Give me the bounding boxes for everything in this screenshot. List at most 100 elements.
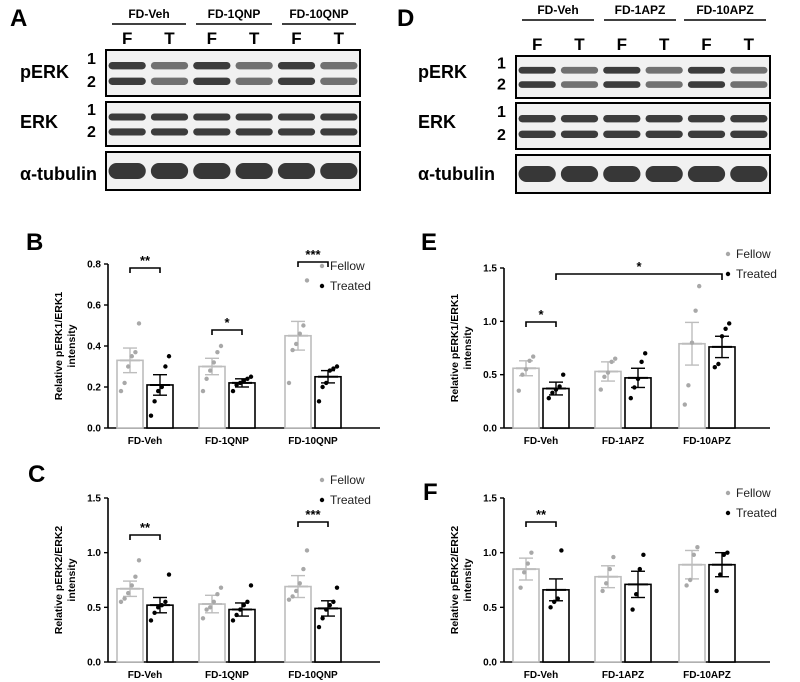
blot-frame	[515, 154, 771, 194]
significance-bracket	[525, 521, 557, 527]
data-point	[523, 367, 529, 372]
data-point	[637, 566, 642, 572]
y-axis-label-line: Relative pERK2/ERK2	[53, 526, 65, 635]
data-point	[695, 545, 700, 550]
legend-label: Treated	[736, 267, 777, 281]
x-tick-label: FD-10APZ	[683, 670, 731, 681]
panel-label-d: D	[397, 5, 414, 32]
data-point	[641, 552, 646, 558]
data-point	[605, 370, 611, 375]
blot-band	[277, 128, 316, 136]
legend-marker	[319, 283, 325, 289]
data-point	[525, 561, 530, 566]
data-point	[304, 278, 310, 283]
data-point	[527, 358, 532, 363]
legend-marker	[319, 477, 325, 483]
blot-band	[560, 166, 599, 182]
panel-label-a: A	[10, 5, 27, 32]
data-point	[234, 382, 239, 388]
x-tick-label: FD-10QNP	[288, 436, 338, 447]
data-point	[136, 321, 142, 326]
blot-frame	[105, 49, 361, 97]
legend-marker	[725, 510, 731, 516]
lane-label: T	[744, 35, 755, 54]
data-point	[297, 581, 302, 586]
data-point	[129, 354, 134, 359]
data-point	[122, 380, 127, 386]
blot-band	[730, 130, 768, 138]
x-tick-label: FD-1APZ	[602, 670, 644, 681]
data-point	[156, 605, 161, 610]
bar-treated	[708, 563, 736, 663]
blot-band	[193, 163, 231, 179]
legend-label: Fellow	[736, 247, 771, 261]
data-point	[316, 399, 322, 404]
blot-band-number: 1	[497, 56, 506, 73]
data-point	[331, 599, 336, 605]
blot-row-label: ERK	[418, 112, 456, 132]
panel-label-b: B	[26, 229, 43, 256]
bar-treated	[146, 604, 174, 663]
data-point	[200, 388, 206, 394]
x-tick-label: FD-10APZ	[683, 436, 731, 447]
data-point	[559, 548, 564, 553]
blot-band	[235, 113, 273, 121]
data-point	[211, 360, 216, 365]
data-point	[727, 321, 732, 326]
panel-label-c: C	[28, 461, 45, 488]
y-tick-label: 1.5	[483, 264, 497, 275]
data-point	[697, 283, 702, 289]
blot-band	[518, 66, 556, 74]
y-tick-label: 0.2	[87, 383, 101, 394]
lane-label: T	[334, 29, 345, 48]
blot-band	[193, 128, 231, 136]
data-point	[159, 602, 164, 608]
y-tick-label: 0.5	[87, 603, 101, 614]
data-point	[712, 365, 717, 370]
data-point	[682, 402, 687, 407]
lane-label: F	[532, 35, 542, 54]
data-point	[290, 347, 295, 353]
data-point	[714, 588, 719, 594]
y-tick-label: 0.6	[87, 301, 101, 312]
blot-band	[235, 163, 273, 179]
data-point	[327, 602, 332, 608]
data-point	[324, 380, 329, 386]
blot-band	[150, 163, 189, 179]
y-tick-label: 0.0	[87, 424, 101, 435]
blot-band	[108, 61, 146, 70]
y-axis-label-line: Relative pERK2/ERK2	[449, 526, 461, 635]
blot-band	[518, 130, 556, 138]
data-point	[304, 548, 310, 553]
blot-band	[235, 61, 273, 70]
y-tick-label: 1.5	[483, 494, 497, 505]
blot-frame	[515, 102, 771, 150]
blot-band	[150, 113, 189, 121]
x-tick-label: FD-1QNP	[205, 436, 249, 447]
data-point	[294, 588, 299, 594]
bar-chart-panel-c: 0.0 0.5 1.0 1.5 Relative pERK2/ERK2intensity…	[53, 473, 380, 681]
blot-band-number: 2	[497, 127, 506, 144]
data-point	[725, 550, 730, 555]
data-point	[215, 592, 220, 597]
data-point	[152, 399, 157, 404]
blot-band-number: 1	[497, 104, 506, 121]
data-point	[613, 356, 618, 361]
y-axis-label-line: intensity	[462, 558, 474, 601]
blot-band	[645, 81, 683, 88]
data-point	[693, 308, 698, 313]
lane-label: T	[574, 35, 585, 54]
data-point	[684, 583, 689, 588]
blot-band	[277, 77, 316, 85]
blot-row-label: pERK	[418, 62, 467, 82]
data-point	[238, 380, 243, 386]
blot-band	[108, 128, 146, 136]
data-point	[531, 354, 536, 359]
significance-bracket	[129, 534, 161, 540]
lane-label: T	[659, 35, 670, 54]
blot-band	[560, 114, 599, 123]
blot-band-number: 2	[87, 124, 96, 141]
bar-chart-panel-f: 0.0 0.5 1.0 1.5 Relative pERK2/ERK2intensity…	[449, 486, 777, 681]
blot-band	[645, 114, 683, 123]
data-point	[156, 388, 161, 394]
